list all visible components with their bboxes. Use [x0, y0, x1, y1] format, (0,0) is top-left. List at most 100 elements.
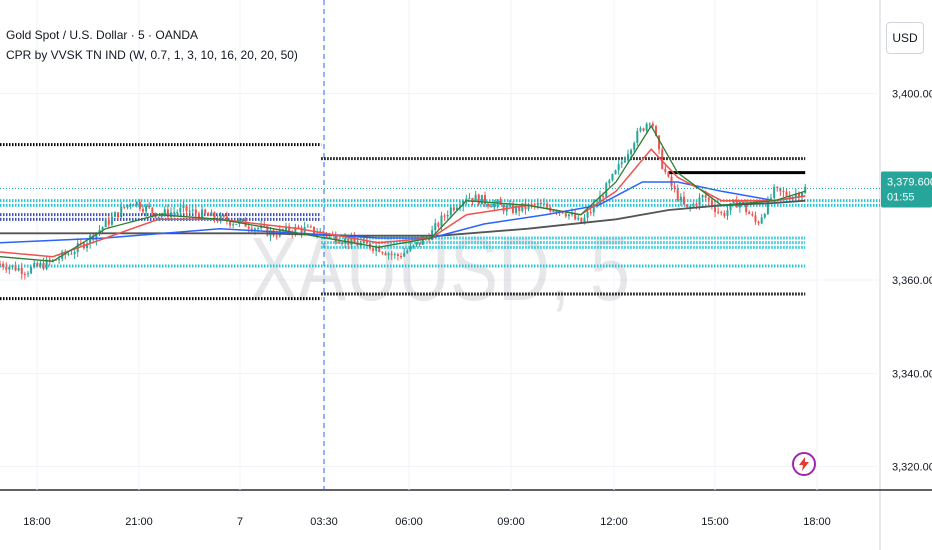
- candle-body: [530, 204, 533, 206]
- ema-fast-line: [0, 124, 806, 262]
- candle-body: [163, 209, 166, 215]
- candle-body: [8, 267, 11, 270]
- candle-body: [173, 212, 176, 214]
- candle-body: [70, 253, 73, 255]
- candle-body: [353, 237, 356, 243]
- candle-body: [185, 205, 188, 212]
- candle-body: [742, 201, 745, 204]
- candle-body: [334, 234, 337, 243]
- candle-body: [766, 198, 769, 215]
- indicator-label[interactable]: CPR by VVSK TN IND (W, 0.7, 1, 3, 10, 16…: [6, 48, 298, 62]
- candle-body: [210, 212, 213, 216]
- candle-body: [645, 123, 648, 131]
- candle-body: [483, 194, 486, 204]
- ema-long-line: [0, 199, 806, 237]
- candle-body: [372, 248, 375, 251]
- candle-body: [729, 203, 732, 211]
- candle-body: [129, 204, 132, 206]
- candle-body: [110, 216, 113, 225]
- candle-body: [533, 204, 536, 206]
- candle-body: [350, 237, 353, 245]
- candle-body: [586, 212, 589, 218]
- currency-button[interactable]: USD: [886, 22, 924, 54]
- candle-body: [375, 246, 378, 251]
- candle-body: [216, 219, 219, 222]
- candle-body: [773, 186, 776, 198]
- price-label-value: 3,379.600: [887, 177, 932, 189]
- candle-body: [487, 203, 490, 207]
- candle-body: [14, 265, 17, 271]
- candle-body: [515, 205, 518, 213]
- candle-body: [197, 213, 200, 219]
- candle-body: [309, 226, 312, 228]
- candle-body: [456, 207, 459, 211]
- candle-body: [449, 207, 452, 215]
- candle-body: [253, 228, 256, 231]
- candle-body: [745, 203, 748, 213]
- x-tick-label: 7: [237, 516, 243, 528]
- candle-body: [266, 225, 269, 236]
- candle-body: [135, 201, 138, 206]
- candle-body: [770, 197, 773, 199]
- candle-body: [667, 171, 670, 177]
- candle-body: [720, 211, 723, 214]
- candle-body: [443, 215, 446, 217]
- candle-body: [446, 214, 449, 217]
- candle-body: [679, 196, 682, 201]
- y-tick-label: 3,360.000: [892, 275, 932, 287]
- candle-body: [54, 259, 57, 261]
- candle-body: [101, 226, 104, 230]
- y-tick-label: 3,400.000: [892, 88, 932, 100]
- candle-body: [421, 237, 424, 245]
- candle-body: [58, 258, 61, 261]
- candle-body: [384, 253, 387, 256]
- candle-body: [117, 212, 120, 218]
- candle-body: [362, 240, 365, 243]
- candle-body: [114, 212, 117, 217]
- y-tick-label: 3,340.000: [892, 368, 932, 380]
- candle-body: [490, 206, 493, 208]
- candle-body: [120, 206, 123, 218]
- candle-body: [608, 180, 611, 184]
- ema-mid-line: [0, 148, 806, 258]
- candle-body: [247, 226, 250, 229]
- candle-body: [710, 200, 713, 207]
- lightning-icon[interactable]: [792, 452, 816, 476]
- candle-body: [748, 212, 751, 215]
- candle-body: [496, 200, 499, 204]
- price-axis-background: [880, 0, 932, 550]
- candle-body: [614, 170, 617, 175]
- candle-body: [577, 217, 580, 220]
- candle-body: [695, 203, 698, 206]
- candle-body: [5, 267, 8, 270]
- candle-body: [648, 123, 651, 125]
- candle-body: [623, 160, 626, 163]
- candle-body: [418, 242, 421, 245]
- candle-body: [636, 130, 639, 144]
- candle-body: [511, 205, 514, 213]
- candle-body: [763, 214, 766, 218]
- candle-body: [393, 254, 396, 256]
- candle-body: [166, 209, 169, 217]
- candle-body: [552, 210, 555, 212]
- x-tick-label: 09:00: [497, 516, 525, 528]
- candle-body: [698, 197, 701, 206]
- symbol-title[interactable]: Gold Spot / U.S. Dollar · 5 · OANDA: [6, 28, 199, 42]
- candle-body: [337, 242, 340, 244]
- candle-body: [571, 213, 574, 215]
- candle-body: [263, 225, 266, 227]
- candle-body: [2, 263, 5, 268]
- candle-body: [785, 191, 788, 197]
- candle-body: [580, 217, 583, 224]
- candle-body: [465, 198, 468, 202]
- candle-body: [23, 274, 26, 276]
- candle-body: [297, 226, 300, 228]
- candle-body: [521, 203, 524, 212]
- candle-body: [207, 213, 210, 216]
- candle-body: [381, 252, 384, 254]
- candle-body: [95, 232, 98, 240]
- candle-body: [732, 200, 735, 204]
- candle-body: [219, 215, 222, 222]
